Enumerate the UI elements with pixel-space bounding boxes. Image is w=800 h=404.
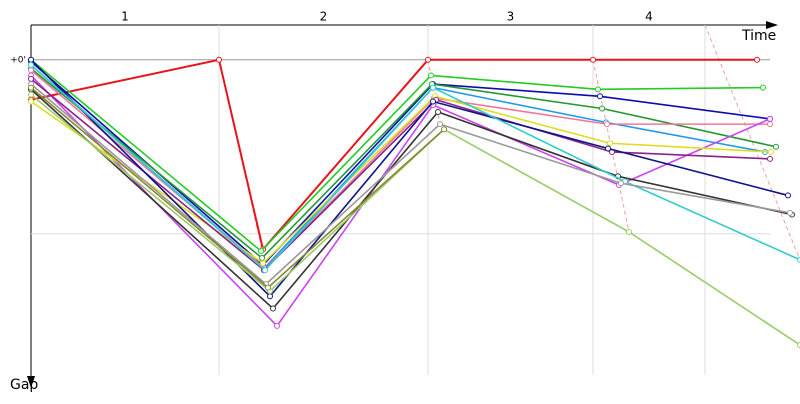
point	[29, 68, 34, 73]
point	[768, 116, 773, 121]
point	[786, 193, 791, 198]
point	[591, 57, 596, 62]
point	[605, 122, 610, 127]
point	[426, 57, 431, 62]
point	[275, 323, 280, 328]
point	[598, 94, 603, 99]
lap-label: 1	[121, 10, 129, 24]
lap-label: 4	[645, 10, 653, 24]
point	[29, 99, 34, 104]
point	[755, 57, 760, 62]
x-axis-label: Time	[741, 28, 776, 44]
point	[29, 63, 34, 68]
point	[627, 229, 632, 234]
lap-label: 3	[507, 10, 515, 24]
point	[788, 210, 793, 215]
series-line	[31, 75, 770, 325]
point	[259, 249, 264, 254]
point	[606, 146, 611, 151]
point	[438, 122, 443, 127]
point	[431, 85, 436, 90]
point	[29, 57, 34, 62]
point	[608, 141, 613, 146]
point	[29, 85, 34, 90]
point	[266, 285, 271, 290]
y-axis-label: Gap	[10, 377, 38, 393]
point	[217, 57, 222, 62]
point	[442, 127, 447, 132]
lap-label: 2	[320, 10, 328, 24]
point	[261, 261, 266, 266]
series-line	[31, 95, 800, 345]
point	[271, 306, 276, 311]
point	[260, 256, 265, 261]
point	[29, 76, 34, 81]
series-line	[31, 89, 792, 308]
series-line	[31, 60, 788, 297]
point	[761, 85, 766, 90]
point	[768, 156, 773, 161]
point	[431, 99, 436, 104]
point	[596, 87, 601, 92]
point	[600, 106, 605, 111]
point	[436, 109, 441, 114]
point	[429, 73, 434, 78]
point	[619, 181, 624, 186]
point	[268, 294, 273, 299]
y-tick-label: +0'	[10, 55, 26, 65]
point	[774, 144, 779, 149]
point	[263, 268, 268, 273]
point	[29, 92, 34, 97]
point	[769, 149, 774, 154]
point	[768, 122, 773, 127]
